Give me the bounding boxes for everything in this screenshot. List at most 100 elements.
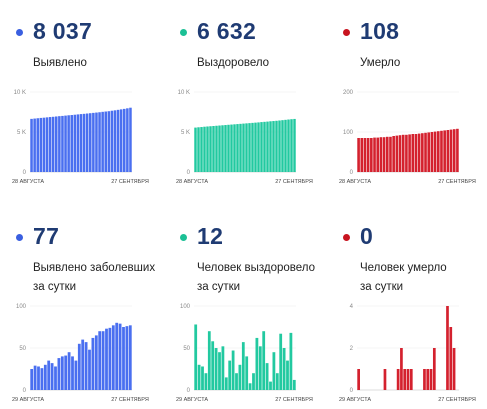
recovered-total-label-line: Выздоровело [197,57,270,69]
bar [383,369,387,390]
bar [79,114,83,172]
bar [258,346,262,390]
x-tick-label-end: 27 СЕНТЯБРЯ [438,179,476,185]
bar [94,335,98,390]
detected-daily-dot [16,234,23,241]
bar [224,125,227,172]
bar [77,343,81,390]
bar [82,113,86,172]
bar [287,119,290,172]
bar [429,369,433,390]
y-tick-label: 200 [343,90,354,96]
bar [64,115,67,172]
bar [71,356,74,390]
bar [248,383,252,390]
bar [39,117,43,172]
bar [98,331,102,390]
y-tick-label: 0 [23,388,27,394]
bar [409,369,413,390]
y-tick-label: 50 [183,346,190,352]
bar [204,373,208,390]
bar [88,349,91,390]
detected-total-chart: 10 K 5 K 0 28 АВГУСТА 27 СЕНТЯБРЯ [12,90,149,185]
y-tick-label: 50 [19,346,26,352]
y-tick-label: 0 [187,388,191,394]
bar [275,373,279,390]
bar [245,123,248,172]
bar [118,323,122,390]
bar [446,306,449,390]
bar [263,121,266,172]
bar [89,113,92,172]
bar [363,138,367,172]
y-tick-label: 5 K [181,130,190,136]
bar [360,138,364,172]
bar [440,130,443,172]
bar [76,114,80,172]
bar [84,342,88,390]
x-tick-label-start: 29 АВГУСТА [176,397,208,403]
y-tick-label: 0 [350,170,354,176]
bar [284,119,287,172]
bar [376,137,380,172]
bar [405,134,408,172]
bar [279,333,283,390]
recovered-total-dot [180,29,187,36]
bar [40,368,44,390]
x-tick-label-start: 29 АВГУСТА [339,397,371,403]
x-tick-label-start: 28 АВГУСТА [339,179,371,185]
bar [392,136,395,172]
bar [101,111,104,172]
bar [252,373,255,390]
bar [272,121,275,172]
recovered-total-label: Выздоровело [197,54,322,73]
bar [286,360,289,390]
recovered-total-chart: 10 K 5 K 0 28 АВГУСТА 27 СЕНТЯБРЯ [176,90,313,185]
bar [449,129,453,172]
bar [74,360,78,390]
detected-daily-label: Выявлено заболевших за сутки [33,259,158,297]
bar [85,113,89,172]
bar [382,137,386,172]
bar [197,127,200,172]
bar [269,381,272,390]
bar [278,120,281,172]
bar [357,138,360,172]
y-tick-label: 0 [350,388,354,394]
bar [401,134,405,172]
recovered-daily-chart: 100 50 0 29 АВГУСТА 27 СЕНТЯБРЯ [176,304,313,403]
bar [101,331,105,390]
bar [108,327,112,390]
bar [55,116,58,172]
bar [432,348,436,390]
deaths-total-chart: 200 100 0 28 АВГУСТА 27 СЕНТЯБРЯ [339,90,476,185]
bar [233,124,236,172]
bar [209,126,212,172]
detected-daily-label-line-1: Выявлено заболевших [33,262,156,274]
bar [430,132,434,172]
bar [67,352,71,390]
bar [239,123,242,172]
bar [452,129,456,172]
bar [113,110,117,172]
deaths-daily-label-line-2: за сутки [360,281,404,293]
bar [426,369,430,390]
bar [42,117,46,172]
bar [36,118,39,172]
bar [398,135,402,172]
panel-recovered-daily: 12 Человек выздоровело за сутки 100 50 0 29… [164,205,326,409]
bar [224,377,228,390]
recovered-daily-label-line-2: за сутки [197,281,241,293]
bar [292,379,296,390]
bar [126,108,129,172]
bar [212,126,215,172]
y-tick-label: 10 K [178,90,190,96]
bar [281,120,284,172]
bar [373,137,376,172]
deaths-total-label-line: Умерло [360,57,401,69]
bar [424,132,427,172]
bar [456,128,459,172]
bar [67,115,70,172]
x-tick-label-start: 28 АВГУСТА [176,179,208,185]
bar [37,366,40,390]
